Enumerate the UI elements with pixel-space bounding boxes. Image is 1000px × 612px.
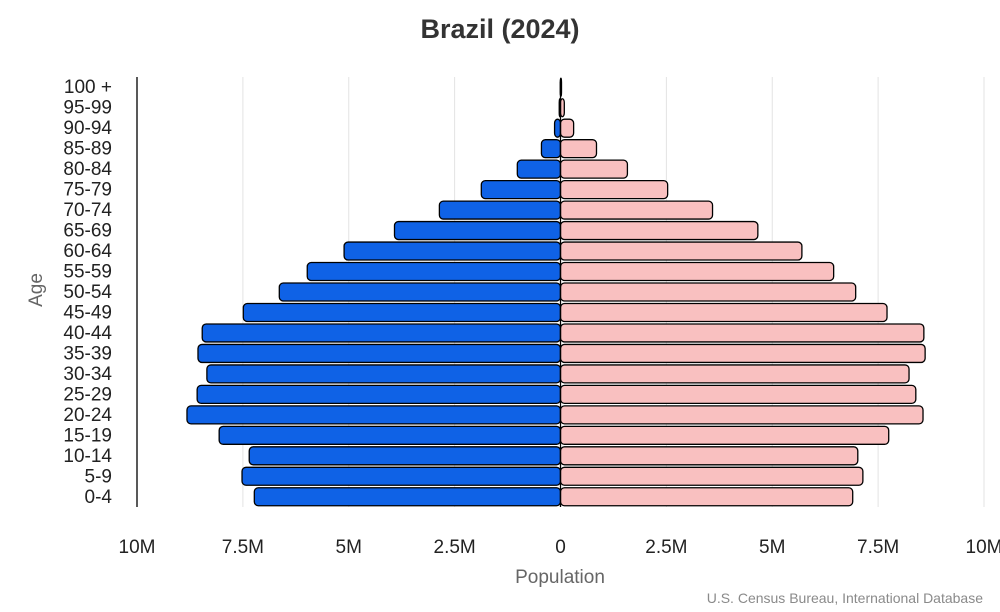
y-tick-label: 90-94 [63,118,112,139]
male-bar [248,446,562,466]
y-tick-label: 15-19 [63,425,112,446]
y-tick-label: 0-4 [85,487,113,508]
female-bar [559,118,575,138]
female-bar [559,261,835,282]
female-bar [559,487,854,507]
female-bar [559,446,859,466]
male-bar [242,302,562,323]
male-bar [186,405,562,425]
x-tick-label: 5M [336,537,362,558]
male-bar [516,159,562,179]
y-tick-label: 65-69 [63,221,112,242]
y-tick-label: 60-64 [63,241,112,262]
male-bar [196,384,562,405]
male-bar [393,220,562,241]
chart-title: Brazil (2024) [420,14,580,44]
female-bar [559,302,888,323]
x-axis-label: Population [515,567,605,588]
male-bar [218,425,562,445]
x-tick-label: 10M [966,537,1000,558]
male-bar [278,282,562,302]
female-bar [559,179,669,200]
female-bar [559,139,598,159]
y-axis-label: Age [26,273,47,307]
male-bar [253,487,562,507]
x-tick-label: 10M [119,537,156,558]
female-bar [559,200,714,220]
y-tick-label: 5-9 [85,466,112,487]
y-tick-label: 45-49 [63,302,112,323]
female-bar [559,323,925,343]
female-bar [559,343,926,364]
x-tick-label: 7.5M [222,537,264,558]
x-tick-label: 2.5M [434,537,476,558]
female-bar [559,425,890,445]
x-tick-label: 5M [759,537,785,558]
y-tick-label: 55-59 [63,262,112,283]
male-bar [306,261,562,282]
y-tick-label: 70-74 [63,200,112,221]
female-bar [559,241,803,261]
female-bar [559,405,924,425]
male-bar [540,139,562,159]
male-bar [480,179,562,200]
y-tick-label: 20-24 [63,405,112,426]
female-bar [559,159,629,179]
x-tick-label: 2.5M [645,537,687,558]
y-tick-label: 75-79 [63,180,112,201]
male-bar [201,323,562,343]
y-tick-label: 25-29 [63,384,112,405]
y-tick-label: 40-44 [63,323,112,344]
x-tick-label: 7.5M [857,537,899,558]
male-bar [553,118,562,138]
y-tick-label: 50-54 [63,282,112,303]
y-tick-label: 30-34 [63,364,112,385]
y-tick-label: 100 + [64,77,112,98]
y-tick-label: 80-84 [63,159,112,180]
y-tick-label: 95-99 [63,98,112,119]
source-note: U.S. Census Bureau, International Databa… [706,590,983,606]
female-bar [559,364,910,384]
female-bar [559,384,917,405]
y-tick-label: 35-39 [63,343,112,364]
y-tick-label: 10-14 [63,446,112,467]
male-bar [206,364,562,384]
y-tick-label: 85-89 [63,139,112,160]
male-bar [241,466,562,486]
male-bar [438,200,562,220]
female-bar [559,220,759,241]
male-bar [197,343,562,364]
male-bar [343,241,562,261]
x-tick-label: 0 [555,537,566,558]
female-bar [559,282,857,302]
female-bar [559,466,864,486]
